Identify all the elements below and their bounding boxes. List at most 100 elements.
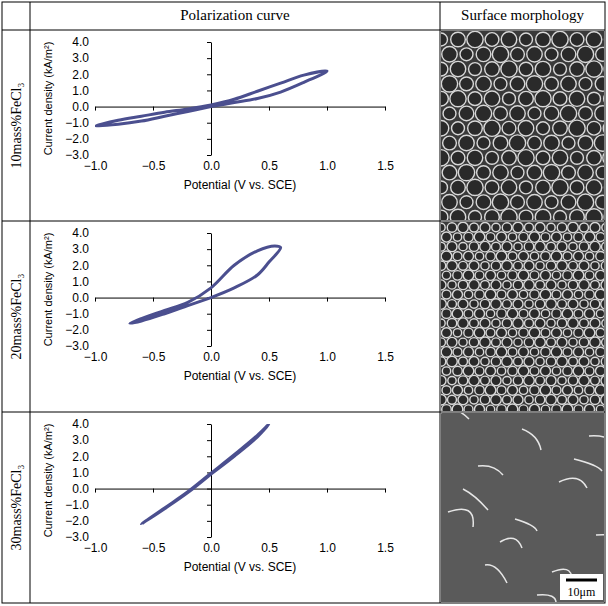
- table-border: [2, 221, 605, 222]
- sem-pore: [453, 329, 461, 337]
- sem-pore: [460, 77, 474, 91]
- sem-ridge: [515, 519, 537, 531]
- sem-pore: [536, 180, 551, 195]
- sem-pore: [525, 300, 533, 308]
- sem-pore: [518, 366, 529, 377]
- sem-pore: [453, 271, 462, 280]
- sem-pore: [508, 347, 517, 356]
- sem-pore: [563, 271, 572, 280]
- scale-bar-label: 10μm: [568, 585, 596, 599]
- sem-pore: [510, 77, 525, 92]
- sem-pore: [536, 280, 545, 289]
- sem-pore: [524, 338, 533, 347]
- sem-pore: [585, 385, 594, 394]
- sem-pore: [558, 395, 567, 404]
- sem-pore: [477, 137, 490, 150]
- sem-pore: [563, 366, 572, 375]
- sem-pore: [604, 91, 605, 106]
- sem-pore: [578, 165, 593, 180]
- y-tick: 1.0: [72, 466, 211, 480]
- sem-pore: [458, 164, 474, 180]
- sem-pore: [557, 318, 566, 327]
- x-tick-mark: [95, 298, 96, 302]
- sem-pore: [441, 319, 445, 327]
- sem-pore: [590, 241, 601, 252]
- sem-pore: [502, 121, 516, 135]
- sem-pore: [474, 327, 485, 338]
- sem-pore: [528, 136, 542, 150]
- x-tick-mark: [269, 107, 270, 111]
- sem-ridge: [478, 466, 503, 475]
- sem-pore: [560, 105, 576, 121]
- sem-pore: [568, 280, 577, 289]
- sem-pore: [497, 271, 505, 279]
- sem-pore: [468, 121, 483, 136]
- sem-pore: [491, 299, 502, 310]
- sem-pore: [535, 91, 551, 107]
- sem-pore: [476, 76, 491, 91]
- sem-pore: [503, 281, 511, 289]
- sem-pore: [536, 151, 550, 165]
- y-tick: 3.0: [72, 242, 211, 256]
- sem-pore: [540, 385, 551, 396]
- sem-pore: [596, 233, 604, 242]
- sem-pore: [570, 181, 584, 195]
- sem-pore: [513, 376, 522, 385]
- sem-pore: [570, 62, 585, 77]
- table-border: [30, 2, 31, 603]
- scale-bar-background: [560, 574, 603, 600]
- y-tick-label: 4.0: [72, 417, 89, 431]
- sem-pore: [514, 242, 522, 250]
- sem-ridge: [485, 565, 507, 583]
- sem-pore: [527, 194, 542, 209]
- sem-pore: [464, 290, 472, 298]
- x-tick-label: 1.5: [377, 541, 394, 555]
- polarization-curve: [95, 71, 327, 126]
- sem-pore: [543, 164, 559, 180]
- sem-pore: [563, 252, 572, 261]
- sem-pore: [595, 366, 604, 376]
- sem-pore: [448, 395, 457, 404]
- sem-pore: [519, 290, 527, 298]
- sem-pore: [467, 179, 483, 195]
- sem-image: [441, 222, 604, 411]
- sem-pore: [596, 166, 604, 179]
- y-tick: 1.0: [72, 275, 211, 289]
- sem-pore: [501, 61, 517, 77]
- sem-background: [441, 31, 604, 220]
- x-tick-mark: [269, 298, 270, 302]
- sem-pore: [525, 396, 533, 404]
- sem-pore: [579, 77, 592, 90]
- sem-pore: [595, 289, 604, 300]
- sem-pore: [475, 252, 483, 260]
- sem-pore: [453, 347, 462, 356]
- x-tick-label: 1.0: [319, 159, 336, 173]
- y-tick: −3.0: [65, 530, 211, 544]
- sem-pore: [526, 76, 542, 92]
- sem-pore: [525, 319, 534, 328]
- sem-ridge: [522, 429, 541, 450]
- sem-pore: [535, 222, 545, 232]
- sem-pore: [603, 150, 604, 166]
- x-tick-mark: [269, 489, 270, 493]
- sem-pore: [601, 261, 604, 270]
- sem-pore: [513, 222, 524, 233]
- sem-pore: [441, 223, 445, 231]
- sem-pore: [580, 223, 589, 232]
- y-tick: 4.0: [72, 226, 211, 240]
- sem-pore: [464, 405, 473, 411]
- y-axis-line: [211, 43, 212, 156]
- sem-pore: [524, 242, 533, 251]
- x-tick: −0.5: [142, 298, 166, 364]
- sem-pore: [551, 251, 562, 262]
- table-border: [2, 412, 605, 413]
- sem-pore: [503, 92, 516, 105]
- sem-pore: [537, 122, 550, 135]
- sem-pore: [518, 150, 534, 166]
- sem-pore: [508, 366, 517, 375]
- sem-pore: [451, 151, 465, 165]
- sem-pore: [568, 376, 577, 385]
- sem-pore: [441, 76, 457, 92]
- sem-pore: [481, 376, 490, 385]
- sem-pore: [578, 136, 593, 151]
